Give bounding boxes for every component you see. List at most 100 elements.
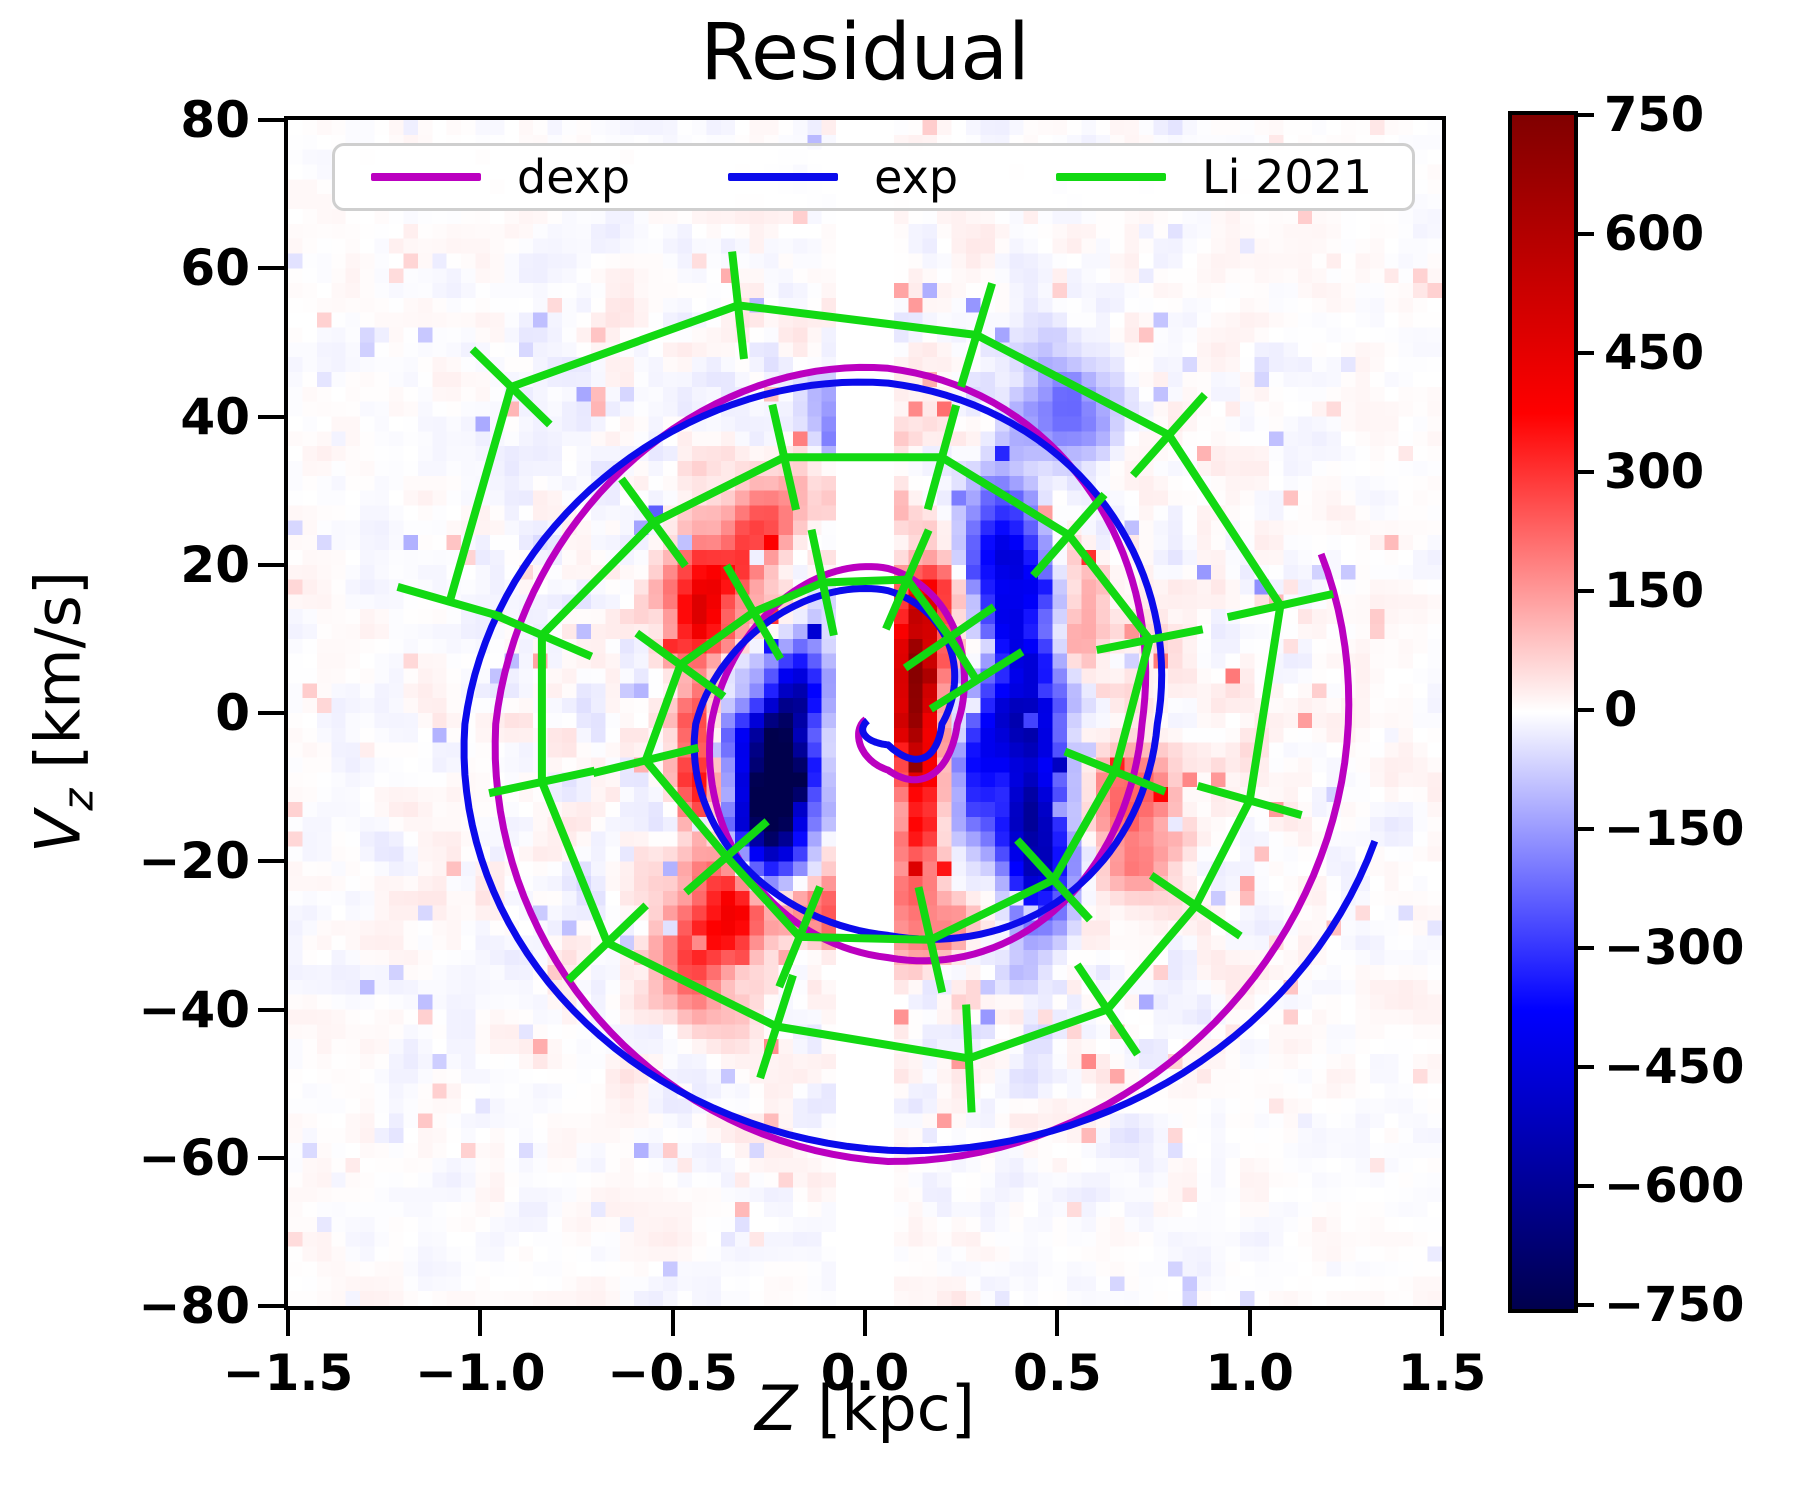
legend-item-exp: exp — [728, 150, 958, 204]
y-axis-label-subscript: z — [53, 788, 103, 811]
colorbar-tick — [1574, 827, 1594, 831]
colorbar-tick-label: 750 — [1604, 87, 1705, 143]
li2021-error-tick — [1095, 625, 1204, 654]
colorbar-tick-label: 0 — [1604, 682, 1638, 738]
y-tick — [258, 266, 284, 271]
li2021-error-tick — [1063, 747, 1167, 796]
legend: dexp exp Li 2021 — [332, 143, 1415, 211]
legend-item-li2021: Li 2021 — [1056, 150, 1372, 204]
legend-label-dexp: dexp — [517, 150, 631, 204]
li2021-error-tick — [768, 403, 801, 511]
li2021-error-tick — [928, 648, 1025, 713]
x-tick — [1440, 1310, 1444, 1336]
li2021-error-tick — [683, 818, 770, 896]
y-axis-label-symbol: V — [21, 810, 95, 854]
colorbar-tick — [1574, 1065, 1594, 1069]
y-tick-label: 80 — [180, 91, 250, 149]
x-tick — [863, 1310, 867, 1336]
y-tick-label: −80 — [138, 1277, 250, 1335]
colorbar-tick — [1574, 232, 1594, 236]
exp-line-swatch — [728, 173, 839, 181]
y-tick-label: 0 — [215, 684, 250, 742]
y-tick — [258, 711, 284, 715]
li2021-error-tick — [722, 563, 784, 661]
y-tick — [258, 1155, 284, 1160]
colorbar-tick — [1574, 1303, 1594, 1307]
y-axis-label-units: [km/s] — [21, 570, 95, 789]
li2021-error-tick — [1196, 781, 1303, 819]
colorbar-tick — [1574, 470, 1594, 474]
y-tick — [258, 562, 284, 567]
y-tick-label: 60 — [180, 239, 250, 298]
li2021-error-tick — [902, 603, 997, 672]
dexp-line-swatch — [371, 173, 481, 181]
y-tick-label: −20 — [138, 832, 250, 891]
colorbar-tick — [1574, 946, 1594, 950]
legend-label-li2021: Li 2021 — [1202, 150, 1373, 204]
chart-title: Residual — [700, 8, 1030, 98]
li2021-error-tick — [634, 629, 727, 700]
y-tick — [258, 1304, 284, 1308]
spiral-exp — [460, 378, 1379, 1155]
colorbar — [1508, 111, 1578, 1313]
y-tick — [258, 118, 284, 122]
plot-area — [284, 116, 1446, 1310]
li2021-error-tick — [1030, 491, 1108, 579]
li2021-error-tick — [469, 346, 553, 428]
y-tick — [258, 1007, 284, 1012]
x-tick — [478, 1310, 483, 1336]
li2021-error-tick — [962, 1004, 976, 1113]
x-tick — [1055, 1310, 1060, 1336]
x-tick — [286, 1310, 290, 1336]
colorbar-tick-label: 300 — [1604, 444, 1705, 500]
li2021-error-tick — [592, 743, 700, 777]
colorbar-tick — [1574, 351, 1594, 355]
colorbar-tick-label: −750 — [1604, 1277, 1745, 1333]
li2021-error-tick — [618, 476, 689, 569]
colorbar-tick-label: 450 — [1604, 325, 1705, 381]
x-tick-label: 0.5 — [1013, 1344, 1102, 1402]
colorbar-tick-label: −300 — [1604, 920, 1745, 976]
li2021-error-tick — [882, 528, 933, 631]
y-tick-label: 40 — [180, 387, 250, 446]
li2021-error-tick — [1148, 871, 1243, 940]
colorbar-tick-label: −450 — [1604, 1039, 1745, 1095]
li2021-error-tick — [1226, 589, 1335, 622]
x-axis-label-symbol: Z — [755, 1372, 798, 1445]
y-tick-label: −40 — [138, 980, 250, 1039]
li2021-error-tick — [490, 610, 594, 661]
x-axis-label-units: [kpc] — [797, 1372, 975, 1445]
colorbar-tick-label: −150 — [1604, 801, 1745, 857]
x-tick-label: 1.0 — [1205, 1344, 1294, 1402]
x-tick-label: −1.0 — [415, 1344, 546, 1402]
colorbar-tick — [1574, 1184, 1594, 1188]
li2021-error-tick — [565, 902, 649, 984]
colorbar-tick — [1574, 708, 1594, 712]
x-tick-label: −1.5 — [222, 1344, 354, 1402]
y-tick-label: 20 — [180, 535, 250, 594]
li2021-error-tick — [1130, 392, 1208, 479]
legend-label-exp: exp — [874, 150, 959, 204]
x-tick — [670, 1310, 675, 1336]
li2021-curve — [445, 301, 1285, 1063]
li2021-line-swatch — [1056, 173, 1167, 181]
x-tick-label: −0.5 — [607, 1344, 738, 1402]
colorbar-tick-label: 150 — [1604, 563, 1705, 619]
li2021-error-tick — [1073, 962, 1141, 1057]
colorbar-tick — [1574, 113, 1594, 117]
colorbar-tick — [1574, 589, 1594, 593]
li2021-error-tick — [488, 766, 596, 798]
li2021-error-tick — [923, 404, 961, 511]
li2021-error-tick — [396, 583, 503, 621]
y-tick-label: −60 — [138, 1128, 250, 1187]
y-tick — [258, 414, 284, 419]
colorbar-tick-label: 600 — [1604, 206, 1705, 262]
li2021-error-tick — [775, 885, 824, 989]
spiral-dexp — [491, 363, 1353, 1165]
li2021-error-tick — [957, 282, 996, 388]
x-tick — [1247, 1310, 1252, 1336]
y-axis-label: Vz [km/s] — [21, 571, 102, 853]
curves-overlay — [396, 251, 1379, 1165]
x-tick-label: 1.5 — [1397, 1344, 1487, 1402]
